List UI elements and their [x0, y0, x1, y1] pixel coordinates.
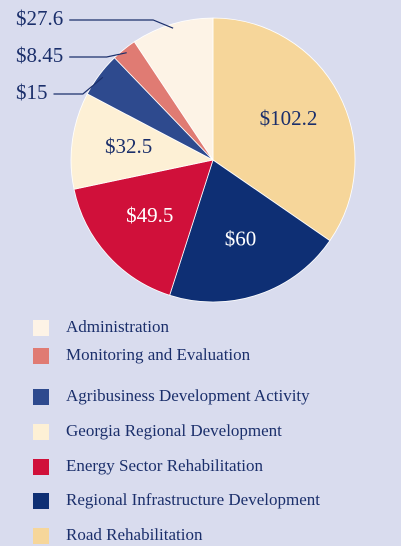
leader-line	[69, 52, 127, 58]
legend-swatch	[33, 493, 49, 509]
slice-label: $102.2	[260, 106, 318, 130]
legend-label: Road Rehabilitation	[66, 525, 203, 544]
legend-label: Agribusiness Development Activity	[66, 386, 310, 405]
legend-swatch	[33, 320, 49, 336]
legend-swatch	[33, 424, 49, 440]
slice-label: $49.5	[126, 203, 173, 227]
pie-slice	[133, 17, 214, 162]
slice-label: $32.5	[105, 134, 152, 158]
pie-slice	[73, 159, 214, 296]
pie-slice	[212, 17, 356, 242]
leader-line	[69, 19, 174, 29]
pie-slice	[169, 159, 331, 303]
slice-label: $8.45	[16, 43, 63, 67]
legend-swatch	[33, 528, 49, 544]
pie-slice	[70, 93, 215, 190]
legend-swatch	[33, 348, 49, 364]
legend-swatch	[33, 459, 49, 475]
legend-swatch	[33, 389, 49, 405]
legend-label: Energy Sector Rehabilitation	[66, 456, 264, 475]
leader-line	[53, 76, 104, 95]
legend-label: Administration	[66, 317, 169, 336]
legend-label: Georgia Regional Development	[66, 421, 282, 440]
slice-label: $60	[225, 226, 257, 250]
legend-label: Monitoring and Evaluation	[66, 345, 251, 364]
legend-label: Regional Infrastructure Development	[66, 490, 320, 509]
slice-label: $15	[16, 80, 48, 104]
slice-label: $27.6	[16, 6, 63, 30]
